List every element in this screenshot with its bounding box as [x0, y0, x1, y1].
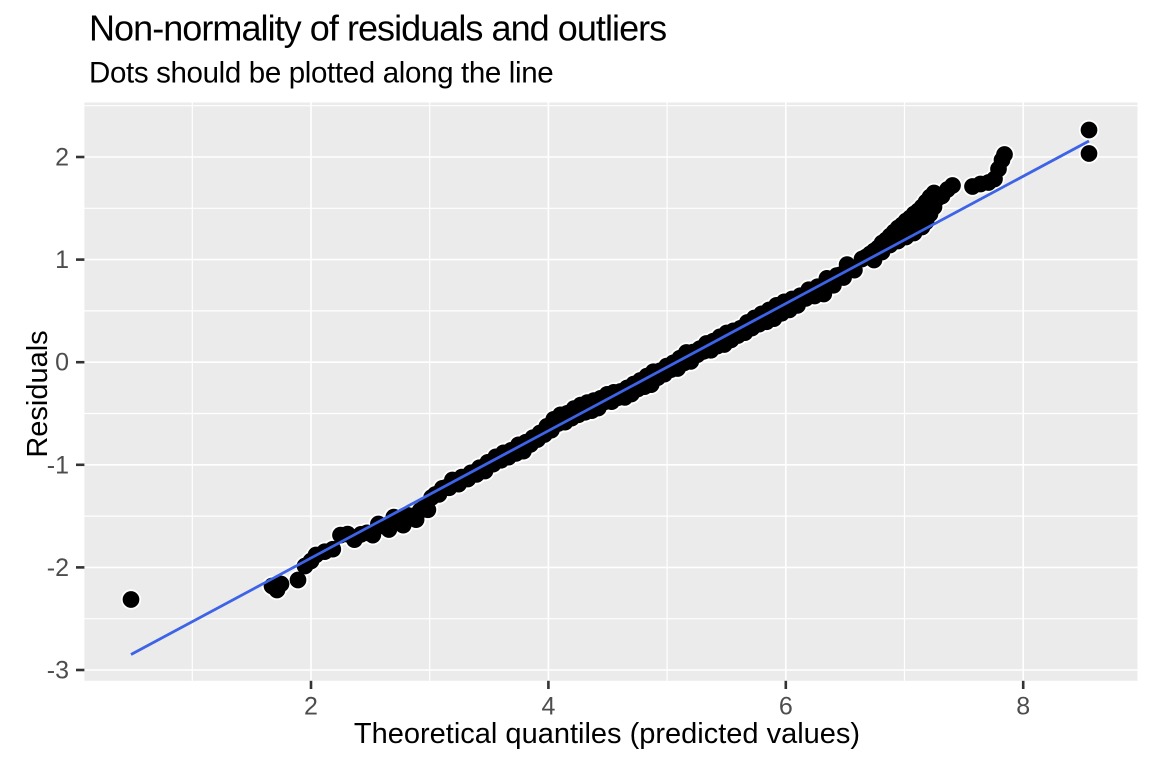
svg-text:Residuals: Residuals [22, 330, 54, 457]
svg-text:2: 2 [304, 693, 318, 721]
svg-text:0: 0 [55, 349, 69, 377]
svg-text:Dots should be plotted along t: Dots should be plotted along the line [89, 57, 553, 90]
svg-text:Theoretical quantiles (predict: Theoretical quantiles (predicted values) [354, 718, 860, 750]
svg-text:2: 2 [55, 144, 69, 172]
svg-text:-1: -1 [47, 451, 69, 479]
svg-text:1: 1 [55, 246, 69, 274]
svg-text:4: 4 [541, 693, 555, 721]
svg-text:-3: -3 [47, 657, 69, 685]
svg-text:Non-normality of residuals and: Non-normality of residuals and outliers [89, 8, 666, 49]
svg-text:6: 6 [779, 693, 793, 721]
svg-text:8: 8 [1016, 693, 1030, 721]
svg-text:-2: -2 [47, 554, 69, 582]
